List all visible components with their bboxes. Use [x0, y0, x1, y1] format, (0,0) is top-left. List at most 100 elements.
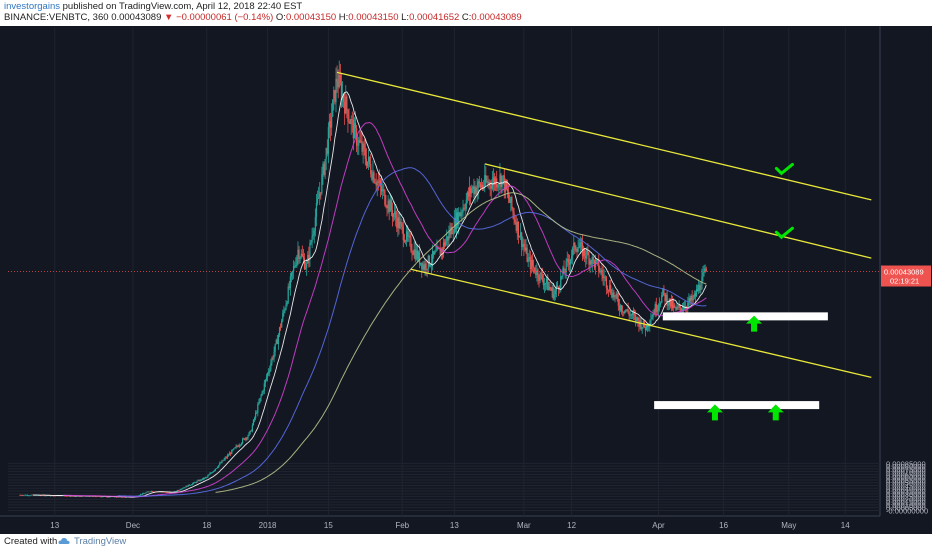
- candle-body: [579, 242, 581, 248]
- candle-body: [390, 200, 392, 210]
- tradingview-brand[interactable]: TradingView: [74, 536, 127, 547]
- candle-body: [688, 298, 690, 303]
- candle-body: [651, 317, 653, 320]
- candle-body: [179, 489, 181, 491]
- chart-background: [0, 26, 932, 534]
- candle-body: [301, 253, 303, 257]
- candle-body: [567, 259, 569, 263]
- support-level: [654, 401, 820, 410]
- candle-body: [299, 257, 301, 260]
- candle-body: [638, 320, 640, 327]
- candle-body: [372, 172, 374, 180]
- candle-body: [420, 262, 422, 265]
- candle-body: [564, 272, 566, 274]
- candle-body: [146, 491, 148, 493]
- candle-body: [282, 312, 284, 321]
- candle-body: [369, 157, 371, 164]
- candle-body: [85, 496, 87, 497]
- candle-body: [623, 311, 625, 313]
- candle-body: [573, 242, 575, 248]
- candle-body: [181, 488, 183, 490]
- candle-body: [261, 391, 263, 396]
- candle-body: [501, 176, 503, 187]
- candle-body: [351, 119, 353, 120]
- candle-body: [197, 480, 199, 482]
- candle-body: [624, 310, 626, 313]
- candle-body: [69, 496, 71, 497]
- candle-body: [350, 119, 352, 124]
- candle-body: [195, 482, 197, 484]
- price-chart[interactable]: 0.000850000.000800000.000750000.00070000…: [0, 26, 932, 534]
- candle-body: [454, 217, 457, 230]
- candle-body: [518, 236, 521, 238]
- candle-body: [440, 248, 442, 255]
- candle-body: [297, 249, 299, 257]
- candle-body: [459, 212, 461, 216]
- candle-body: [442, 242, 445, 252]
- candle-body: [615, 293, 617, 296]
- candle-body: [374, 182, 376, 184]
- y-tick-label: 0.00030000: [886, 490, 926, 499]
- check-icon: [774, 226, 794, 240]
- candle-body: [679, 305, 681, 308]
- candle-body: [574, 242, 576, 251]
- candle-body: [408, 235, 410, 237]
- x-tick-label: 2018: [259, 521, 277, 530]
- candle-body: [215, 467, 218, 469]
- candle-body: [349, 121, 351, 124]
- candle-body: [502, 175, 504, 177]
- candle-body: [461, 212, 463, 214]
- candle-body: [163, 491, 166, 493]
- candle-body: [562, 267, 564, 276]
- candle-body: [302, 256, 305, 259]
- candle-body: [54, 495, 56, 497]
- candle-body: [515, 222, 517, 231]
- candle-body: [312, 234, 314, 237]
- candle-body: [124, 496, 126, 498]
- x-tick-label: 13: [450, 521, 459, 530]
- candle-body: [499, 174, 501, 184]
- candle-body: [397, 217, 399, 228]
- candle-body: [673, 304, 675, 309]
- up-arrow-icon: [746, 315, 763, 332]
- y-tick-label: 0.00025000: [886, 493, 926, 502]
- candle-body: [457, 212, 459, 226]
- candle-body: [538, 278, 540, 281]
- candle-body: [253, 417, 256, 420]
- y-tick-label: 0.00050000: [886, 479, 926, 488]
- candle-body: [29, 495, 31, 497]
- candle-body: [225, 457, 227, 459]
- candle-body: [466, 192, 468, 200]
- ma-slow-line: [117, 167, 707, 497]
- candle-body: [600, 270, 602, 272]
- chart-area[interactable]: 0.00085000 0.00080000 0.00075000 0.00070000…: [0, 26, 932, 534]
- candle-body: [370, 163, 372, 175]
- candle-body: [702, 272, 704, 277]
- candle-body: [439, 247, 441, 255]
- candle-body: [325, 147, 327, 160]
- candle-body: [662, 288, 664, 296]
- price-change: −0.00000061 (−0.14%): [176, 12, 274, 23]
- candle-body: [326, 147, 328, 154]
- price-label-countdown: 02:19:21: [890, 277, 919, 286]
- candle-body: [424, 263, 426, 270]
- candle-body: [286, 302, 288, 305]
- candle-body: [577, 248, 579, 252]
- candle-body: [218, 464, 220, 468]
- author-link[interactable]: investorgains: [4, 1, 60, 12]
- candle-body: [271, 357, 273, 364]
- candle-body: [528, 257, 530, 259]
- candle-body: [498, 183, 500, 186]
- close-label: C:: [461, 12, 472, 23]
- candle-body: [313, 230, 315, 235]
- candle-body: [142, 493, 144, 495]
- candle-body: [234, 447, 236, 449]
- candle-body: [288, 286, 290, 288]
- y-tick-label: 0.00040000: [886, 484, 926, 493]
- candle-body: [252, 419, 255, 426]
- candle-body: [636, 317, 638, 322]
- candle-body: [474, 187, 476, 195]
- candle-body: [693, 293, 695, 298]
- candle-body: [43, 495, 45, 497]
- candle-body: [183, 487, 185, 489]
